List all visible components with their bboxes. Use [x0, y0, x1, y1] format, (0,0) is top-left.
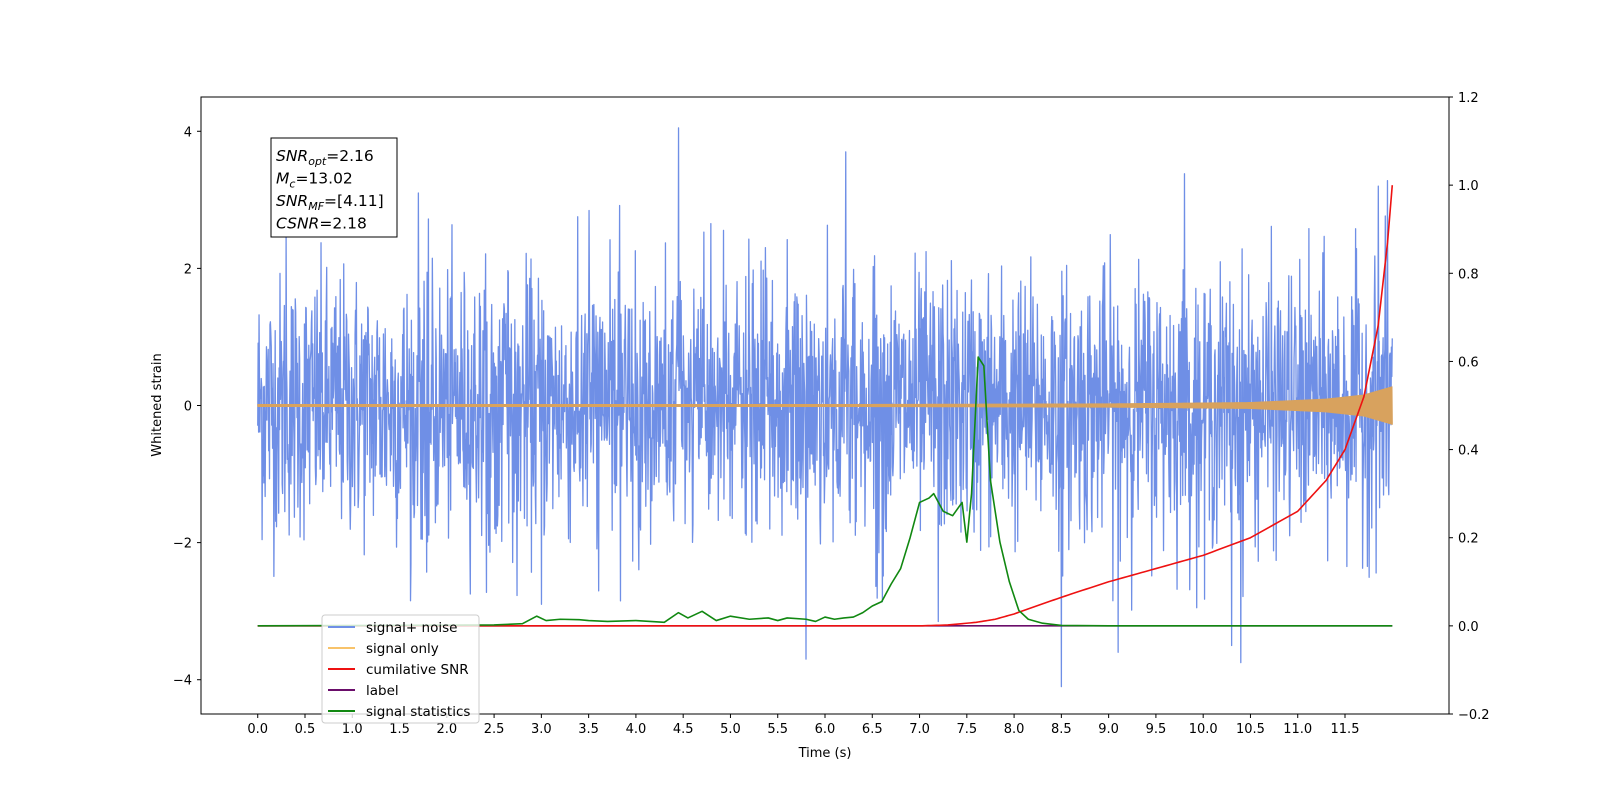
y-tick-label: 0	[184, 400, 192, 415]
y2-tick-label: −0.2	[1458, 708, 1490, 723]
legend-frame	[321, 614, 480, 724]
x-tick-label: 7.0	[909, 722, 930, 737]
legend-label: signal statistics	[366, 704, 470, 720]
legend-label: signal+ noise	[366, 620, 457, 636]
x-tick-label: 1.0	[342, 722, 363, 737]
legend-label: label	[366, 683, 399, 699]
info-line: CSNR=2.18	[276, 215, 367, 233]
x-tick-label: 4.5	[673, 722, 694, 737]
x-tick-label: 9.0	[1098, 722, 1119, 737]
x-tick-label: 8.0	[1004, 722, 1025, 737]
x-tick-label: 7.5	[956, 722, 977, 737]
y2-tick-label: 0.8	[1458, 267, 1479, 282]
y-tick-label: −4	[173, 674, 192, 689]
x-tick-label: 3.0	[531, 722, 552, 737]
legend: signal+ noise signal only cumilative SNR la…	[321, 614, 480, 724]
x-tick-label: 0.0	[247, 722, 268, 737]
x-axis-label: Time (s)	[798, 746, 852, 761]
x-axis-ticks: 0.0 0.5 1.0 1.5 2.0 2.5 3.0 3.5 4.0 4.5 5.0 5.5 6.0 6…	[247, 714, 1359, 737]
x-tick-label: 10.5	[1236, 722, 1265, 737]
x-tick-label: 5.0	[720, 722, 741, 737]
y2-tick-label: 0.6	[1458, 355, 1479, 370]
x-tick-label: 6.0	[815, 722, 836, 737]
info-line: SNRMF=[4.11]	[276, 192, 384, 213]
legend-label: signal only	[366, 641, 439, 657]
y2-tick-label: 1.2	[1458, 91, 1479, 106]
x-tick-label: 8.5	[1051, 722, 1072, 737]
x-tick-label: 5.5	[767, 722, 788, 737]
info-line: Mc=13.02	[276, 170, 353, 191]
x-tick-label: 10.0	[1189, 722, 1218, 737]
x-tick-label: 3.5	[578, 722, 599, 737]
x-tick-label: 2.0	[436, 722, 457, 737]
series-signal-noise-line	[257, 127, 1393, 688]
y2-tick-label: 0.4	[1458, 444, 1479, 459]
x-tick-label: 9.5	[1146, 722, 1167, 737]
x-tick-label: 6.5	[862, 722, 883, 737]
y-tick-label: −2	[173, 537, 192, 552]
x-tick-label: 2.5	[484, 722, 505, 737]
y2-tick-label: 1.0	[1458, 179, 1479, 194]
y2-tick-label: 0.0	[1458, 620, 1479, 635]
x-tick-label: 0.5	[295, 722, 316, 737]
legend-label: cumilative SNR	[366, 662, 469, 678]
y2-tick-label: 0.2	[1458, 532, 1479, 547]
y-tick-label: 2	[184, 262, 192, 277]
y-axis-ticks: −4 −2 0 2 4	[173, 125, 201, 689]
series-signal-statistics-line	[257, 356, 1393, 627]
x-tick-label: 1.5	[389, 722, 410, 737]
y-axis-label: Whitened strain	[150, 353, 165, 456]
y2-axis-ticks: −0.2 0.0 0.2 0.4 0.6 0.8 1.0 1.2	[1449, 91, 1490, 723]
x-tick-label: 11.0	[1283, 722, 1312, 737]
series-cumulative-snr-line	[257, 185, 1394, 627]
info-line: SNRopt=2.16	[276, 147, 374, 168]
info-box-frame	[270, 137, 398, 238]
x-tick-label: 4.0	[626, 722, 647, 737]
series-signal-only-line	[257, 386, 1393, 425]
y-tick-label: 4	[184, 125, 192, 140]
x-tick-label: 11.5	[1331, 722, 1360, 737]
